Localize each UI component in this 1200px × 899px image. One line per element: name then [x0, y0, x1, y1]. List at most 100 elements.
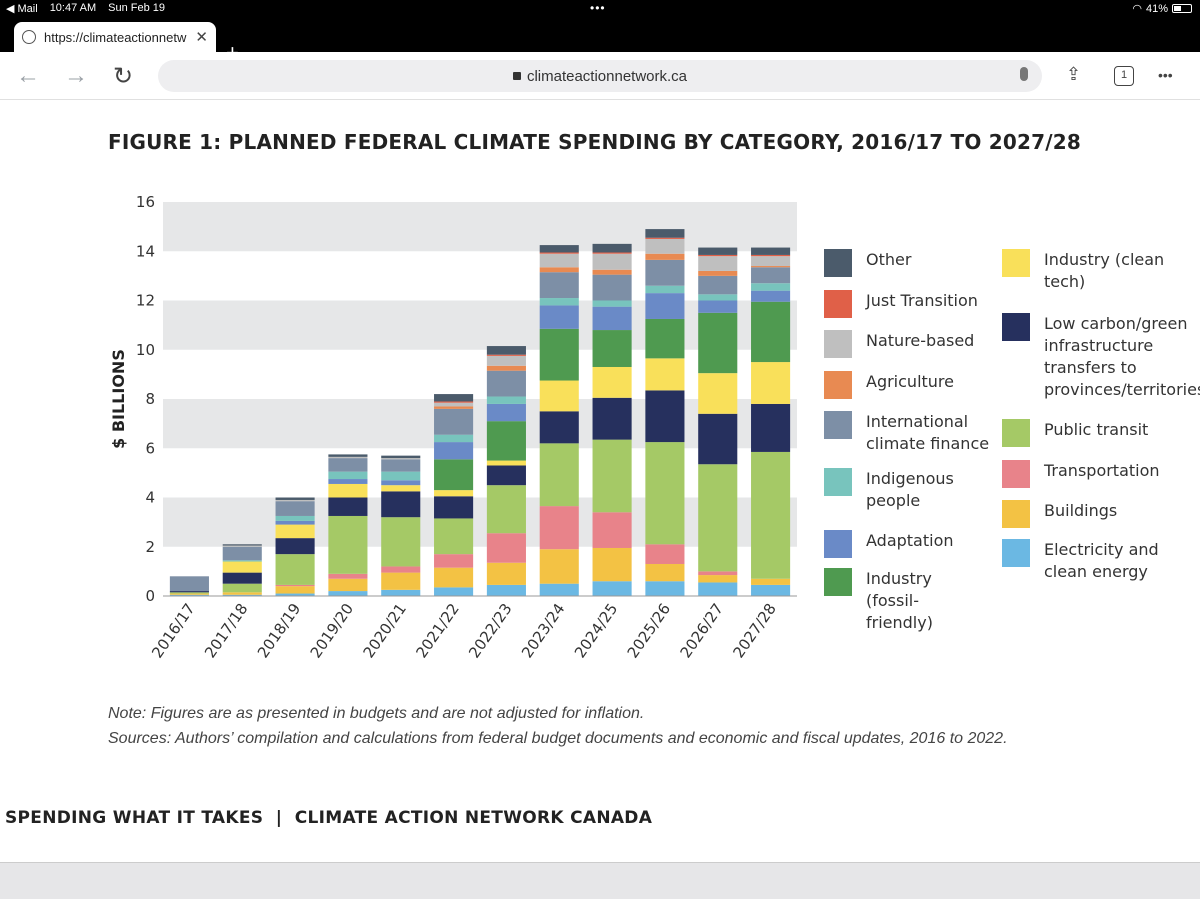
bar-segment: [751, 584, 791, 596]
bar-segment: [328, 471, 368, 480]
bar-segment: [222, 546, 262, 561]
multitasking-dots[interactable]: •••: [590, 1, 606, 15]
legend-label: Indigenous people: [866, 469, 954, 510]
bar-segment: [381, 572, 421, 590]
bar-segment: [486, 403, 526, 422]
y-tick-label: 4: [145, 489, 155, 507]
bar-segment: [434, 434, 474, 443]
bar-segment: [592, 274, 632, 301]
bar-segment: [592, 397, 632, 440]
bar-segment: [698, 373, 738, 414]
bar-segment: [751, 362, 791, 404]
bar-segment: [539, 411, 579, 444]
bar-segment: [434, 408, 474, 435]
share-icon[interactable]: ⇪: [1066, 64, 1082, 84]
y-tick-label: 12: [136, 292, 155, 310]
reload-icon[interactable]: ↻: [113, 63, 134, 90]
bar-segment: [751, 403, 791, 452]
bar-segment: [486, 460, 526, 466]
globe-icon: [22, 30, 36, 44]
bar-segment: [275, 586, 315, 594]
bar-segment: [328, 458, 368, 472]
legend-item: Indigenous people: [824, 468, 956, 512]
y-tick-label: 10: [136, 341, 155, 359]
bar-segment: [434, 406, 474, 409]
x-tick-label: 2020/21: [360, 600, 410, 661]
bar-segment: [486, 365, 526, 371]
legend-swatch: [1002, 249, 1030, 277]
bar-segment: [169, 594, 209, 596]
x-tick-label: 2022/23: [465, 600, 515, 661]
forward-arrow-icon[interactable]: →: [64, 62, 88, 89]
bar-segment: [486, 485, 526, 534]
microphone-icon[interactable]: [1020, 67, 1028, 81]
bar-segment: [539, 272, 579, 299]
bar-segment: [698, 247, 738, 255]
x-tick-label: 2017/18: [201, 600, 251, 661]
legend-swatch: [1002, 313, 1030, 341]
bar-segment: [222, 583, 262, 593]
bar-segment: [328, 479, 368, 484]
address-bar[interactable]: climateactionnetwork.ca: [158, 60, 1042, 92]
grid-band: [163, 497, 797, 547]
bar-segment: [592, 581, 632, 596]
bar-segment: [539, 245, 579, 253]
bar-segment: [592, 253, 632, 270]
legend-item: Adaptation: [824, 530, 954, 558]
y-axis-label: $ BILLIONS: [109, 349, 128, 449]
bar-segment: [169, 593, 209, 595]
bar-segment: [751, 283, 791, 291]
tab-count-button[interactable]: 1: [1114, 66, 1134, 86]
more-options-icon[interactable]: •••: [1158, 67, 1173, 83]
battery-percent: 41%: [1145, 2, 1168, 15]
bar-segment: [698, 413, 738, 465]
bar-segment: [434, 587, 474, 596]
legend-item: Industry (fossil-friendly): [824, 568, 946, 634]
bar-segment: [275, 520, 315, 525]
bar-segment: [539, 298, 579, 306]
tab-title: https://climateactionnetw: [44, 29, 187, 45]
bar-segment: [275, 515, 315, 521]
bar-segment: [751, 578, 791, 585]
bar-segment: [592, 243, 632, 253]
legend-label: International climate finance: [866, 412, 990, 453]
legend-item: Agriculture: [824, 371, 954, 399]
bar-segment: [539, 253, 579, 268]
bar-segment: [698, 575, 738, 583]
bar-segment: [328, 497, 368, 516]
bar-segment: [751, 266, 791, 268]
back-to-app-link[interactable]: ◀ Mail: [6, 3, 38, 15]
bar-segment: [698, 294, 738, 301]
bar-segment: [645, 259, 685, 286]
x-tick-label: 2025/26: [624, 600, 674, 661]
bar-segment: [486, 533, 526, 563]
bar-segment: [751, 267, 791, 284]
x-tick-label: 2026/27: [677, 600, 727, 661]
bar-segment: [486, 396, 526, 404]
bar-segment: [645, 229, 685, 238]
close-tab-icon[interactable]: ✕: [195, 29, 208, 46]
bar-segment: [592, 252, 632, 254]
bar-segment: [434, 554, 474, 568]
y-tick-label: 2: [145, 538, 155, 556]
bar-segment: [592, 547, 632, 582]
bar-segment: [275, 554, 315, 585]
bar-segment: [592, 439, 632, 513]
bar-segment: [486, 584, 526, 596]
bar-segment: [434, 402, 474, 407]
bar-segment: [381, 566, 421, 573]
browser-tab[interactable]: https://climateactionnetw ✕: [14, 22, 216, 52]
bar-segment: [169, 576, 209, 592]
x-tick-label: 2018/19: [254, 600, 304, 661]
x-tick-label: 2024/25: [571, 600, 621, 661]
legend-item: Industry (clean tech): [1002, 249, 1184, 293]
legend-swatch: [1002, 419, 1030, 447]
address-text: climateactionnetwork.ca: [526, 67, 688, 85]
y-tick-label: 16: [136, 193, 155, 211]
legend-swatch: [824, 330, 852, 358]
grid-band: [163, 300, 797, 350]
lock-icon: [512, 72, 521, 80]
bar-segment: [751, 256, 791, 267]
back-arrow-icon[interactable]: ←: [16, 62, 40, 89]
